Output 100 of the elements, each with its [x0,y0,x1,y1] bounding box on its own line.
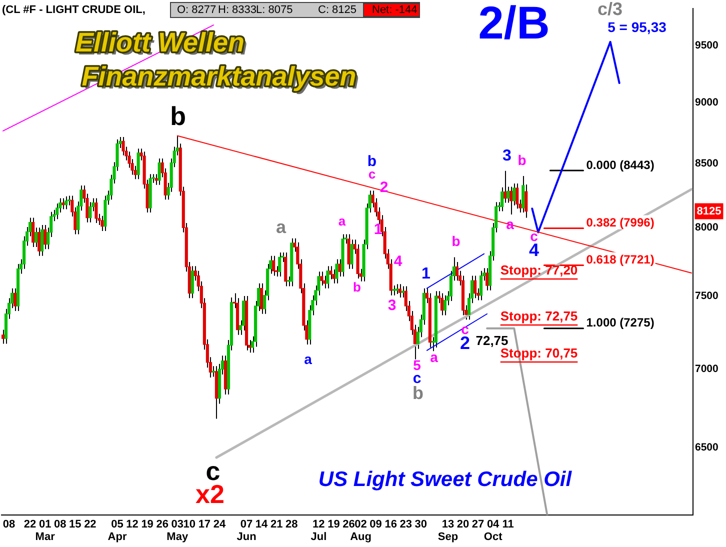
series-label: 0.618 (7721) [586,252,654,267]
candlestick [440,292,444,316]
y-tick-label: 9500 [695,39,719,52]
series-label: 1.000 (7275) [586,316,654,330]
x-tick-label: 22 [84,518,96,530]
candlestick [278,252,282,277]
annotation: Stopp: 72,75 [500,308,578,324]
annotation: a [276,216,287,237]
annotation: L: 8075 [256,4,293,16]
candlestick [13,288,17,312]
candlestick [504,170,507,204]
annotation: x2 [196,479,224,510]
x-tick-label: 01 Mar [35,518,56,544]
x-tick-label: 05 Apr [108,518,128,544]
annotation: 3 [388,297,396,314]
x-tick-label: 23 [400,518,412,530]
annotation: a [430,348,438,365]
y-tick-label: 7000 [695,363,719,376]
candlestick [88,202,92,223]
candlestick [332,269,336,284]
candlestick [480,270,483,301]
candlestick [158,158,161,186]
annotation: 72,75 [476,332,508,348]
candlestick [190,266,194,299]
annotation: 1 [374,221,382,238]
annotation: 5 = 95,33 [608,18,667,35]
candlestick [40,224,44,256]
x-tick-label: 26 [342,518,355,530]
candlestick [443,294,446,316]
y-tick-label: 8500 [695,157,719,170]
candlestick [510,186,513,216]
annotation: 3 [502,147,512,164]
annotation: (CL #F - LIGHT CRUDE OIL, [2,4,146,16]
x-tick-label: 26 [156,518,168,530]
candlestick [455,261,459,282]
x-tick-label: 09 [370,518,382,530]
candlestick [56,202,59,220]
x-tick-label: 17 [198,518,211,530]
annotation: 1 [422,265,431,282]
x-tick-label: 27 [472,518,484,530]
candlestick [392,285,396,296]
series-label: 0.000 (8443) [586,158,654,172]
candlestick [212,366,215,378]
annotation: b [452,232,460,249]
candlestick [398,284,402,298]
y-tick-label: 9000 [695,96,719,109]
x-tick-label: 12 [126,518,138,530]
candlestick [154,174,158,186]
x-tick-label: 11 [502,518,514,530]
y-tick-label: 6500 [695,442,719,454]
annotation: c [530,228,538,244]
candlestick [32,217,35,248]
x-tick-label: 07 Jun [236,518,257,544]
candlestick [350,239,354,270]
x-tick-label: 21 [270,518,283,530]
candlestick [62,198,65,210]
candlestick [473,275,477,299]
annotation: a [304,350,312,367]
annotation: b [170,101,186,132]
annotation: Net: -144 [372,4,418,16]
candlestick [329,266,332,280]
candlestick [94,198,98,224]
annotation: 8125 [696,205,722,218]
series-label: 0.382 (7996) [586,216,654,230]
x-tick-label: 04 Oct [484,518,503,544]
candlestick [326,266,330,289]
x-tick-label: 14 [255,518,269,530]
candlestick [338,258,342,277]
candlestick [34,227,38,248]
candlestick [64,196,68,210]
annotation: US Light Sweet Crude Oil [318,468,573,491]
x-tick-label: 19 [328,518,340,530]
annotation: C: 8125 [318,4,357,16]
annotation: 5 [413,356,422,373]
x-tick-label: 08 [2,518,16,530]
x-tick-label: 20 [456,518,470,530]
candlestick [136,148,140,180]
annotation: 4 [394,253,403,270]
x-tick-label: 12 Jul [310,518,327,544]
x-tick-label: 08 [54,518,66,530]
candlestick [320,271,324,286]
x-tick-label: 22 [24,518,36,530]
candlestick [260,282,264,314]
annotation: Stopp: 70,75 [500,346,578,361]
y-tick-label: 7500 [695,290,719,302]
x-tick-label: 10 [183,518,196,530]
candlestick [401,286,404,298]
x-tick-label: 28 [286,518,298,530]
x-tick-label: 24 [213,518,226,530]
candlestick [395,284,398,294]
candlestick [516,183,519,210]
candlestick [335,258,338,284]
x-tick-label: 16 [384,518,397,530]
candlestick [38,227,41,256]
annotation: O: 8277 [177,4,216,16]
candlestick [100,215,104,232]
annotation: 2/B [478,0,550,49]
x-tick-label: 13 Sep [438,518,458,544]
annotation: c/3 [597,0,623,19]
y-tick-label: 8000 [695,222,719,234]
